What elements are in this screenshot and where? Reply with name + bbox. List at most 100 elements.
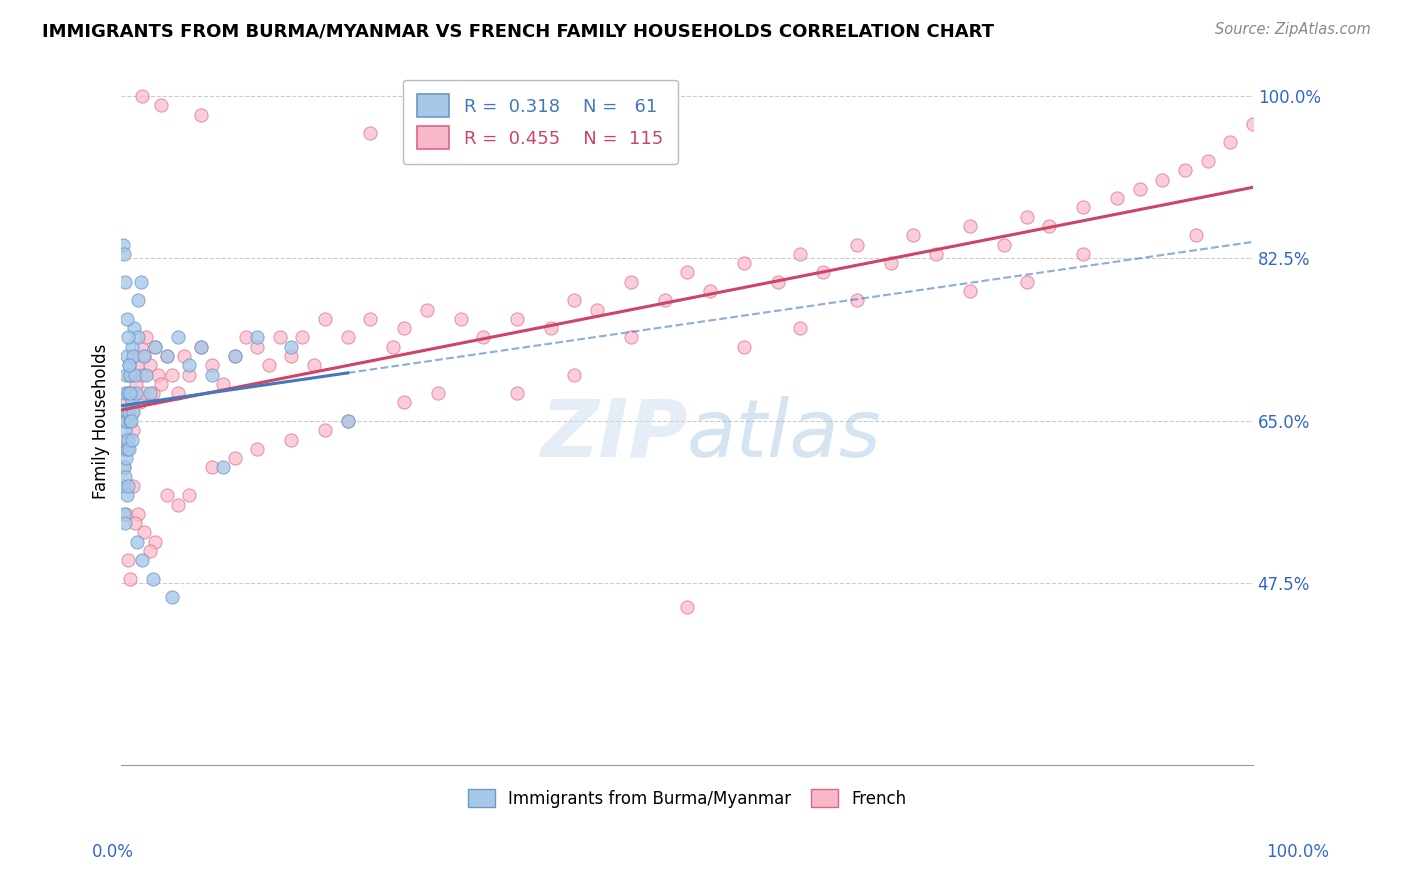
Point [117, 386, 139, 401]
Point [1071, 247, 1094, 261]
Text: 100.0%: 100.0% [1265, 843, 1329, 861]
Point [115, 395, 138, 409]
Point [121, 349, 143, 363]
Point [150, 98, 173, 112]
Point [112, 507, 135, 521]
Point [118, 405, 141, 419]
Point [291, 330, 314, 344]
Point [619, 275, 641, 289]
Point [1197, 153, 1219, 168]
Point [118, 414, 141, 428]
Point [201, 358, 224, 372]
Point [125, 376, 148, 391]
Point [167, 498, 190, 512]
Point [811, 265, 834, 279]
Point [257, 358, 280, 372]
Point [302, 358, 325, 372]
Point [540, 321, 562, 335]
Point [506, 311, 529, 326]
Point [129, 340, 152, 354]
Point [131, 89, 153, 103]
Point [117, 479, 139, 493]
Point [138, 358, 160, 372]
Point [115, 507, 138, 521]
Point [132, 349, 155, 363]
Point [1185, 228, 1208, 243]
Point [1015, 210, 1038, 224]
Point [145, 340, 167, 354]
Point [162, 368, 184, 382]
Point [789, 247, 811, 261]
Point [314, 311, 336, 326]
Text: ZIP: ZIP [540, 396, 688, 474]
Point [127, 534, 149, 549]
Point [845, 237, 868, 252]
Point [114, 386, 136, 401]
Point [115, 442, 138, 456]
Point [699, 284, 721, 298]
Point [122, 386, 145, 401]
Point [117, 433, 139, 447]
Point [115, 414, 138, 428]
Point [121, 395, 143, 409]
Point [118, 358, 141, 372]
Point [336, 330, 359, 344]
Point [336, 414, 359, 428]
Point [224, 349, 246, 363]
Point [120, 368, 142, 382]
Point [1152, 172, 1174, 186]
Point [179, 488, 201, 502]
Point [201, 368, 224, 382]
Y-axis label: Family Households: Family Households [93, 343, 110, 499]
Point [117, 386, 139, 401]
Point [150, 376, 173, 391]
Point [112, 460, 135, 475]
Point [416, 302, 439, 317]
Point [1174, 163, 1197, 178]
Point [201, 460, 224, 475]
Point [190, 107, 212, 121]
Point [845, 293, 868, 308]
Point [120, 572, 142, 586]
Point [1219, 136, 1241, 150]
Point [280, 433, 302, 447]
Point [121, 433, 143, 447]
Point [127, 358, 149, 372]
Point [654, 293, 676, 308]
Point [121, 405, 143, 419]
Point [167, 386, 190, 401]
Point [676, 599, 699, 614]
Point [121, 368, 143, 382]
Point [111, 442, 134, 456]
Text: Source: ZipAtlas.com: Source: ZipAtlas.com [1215, 22, 1371, 37]
Point [138, 544, 160, 558]
Point [619, 330, 641, 344]
Point [1071, 201, 1094, 215]
Point [142, 572, 165, 586]
Point [145, 340, 167, 354]
Point [118, 442, 141, 456]
Point [121, 405, 143, 419]
Point [115, 368, 138, 382]
Point [156, 349, 179, 363]
Point [1129, 182, 1152, 196]
Point [114, 275, 136, 289]
Point [129, 275, 152, 289]
Point [1038, 219, 1060, 233]
Point [450, 311, 472, 326]
Point [427, 386, 450, 401]
Point [733, 340, 755, 354]
Point [246, 340, 269, 354]
Point [115, 405, 138, 419]
Point [115, 451, 138, 466]
Point [131, 368, 153, 382]
Text: atlas: atlas [688, 396, 882, 474]
Point [562, 368, 585, 382]
Point [212, 460, 235, 475]
Point [925, 247, 948, 261]
Legend: Immigrants from Burma/Myanmar, French: Immigrants from Burma/Myanmar, French [461, 782, 912, 814]
Point [118, 386, 141, 401]
Point [336, 414, 359, 428]
Point [128, 395, 150, 409]
Point [114, 516, 136, 530]
